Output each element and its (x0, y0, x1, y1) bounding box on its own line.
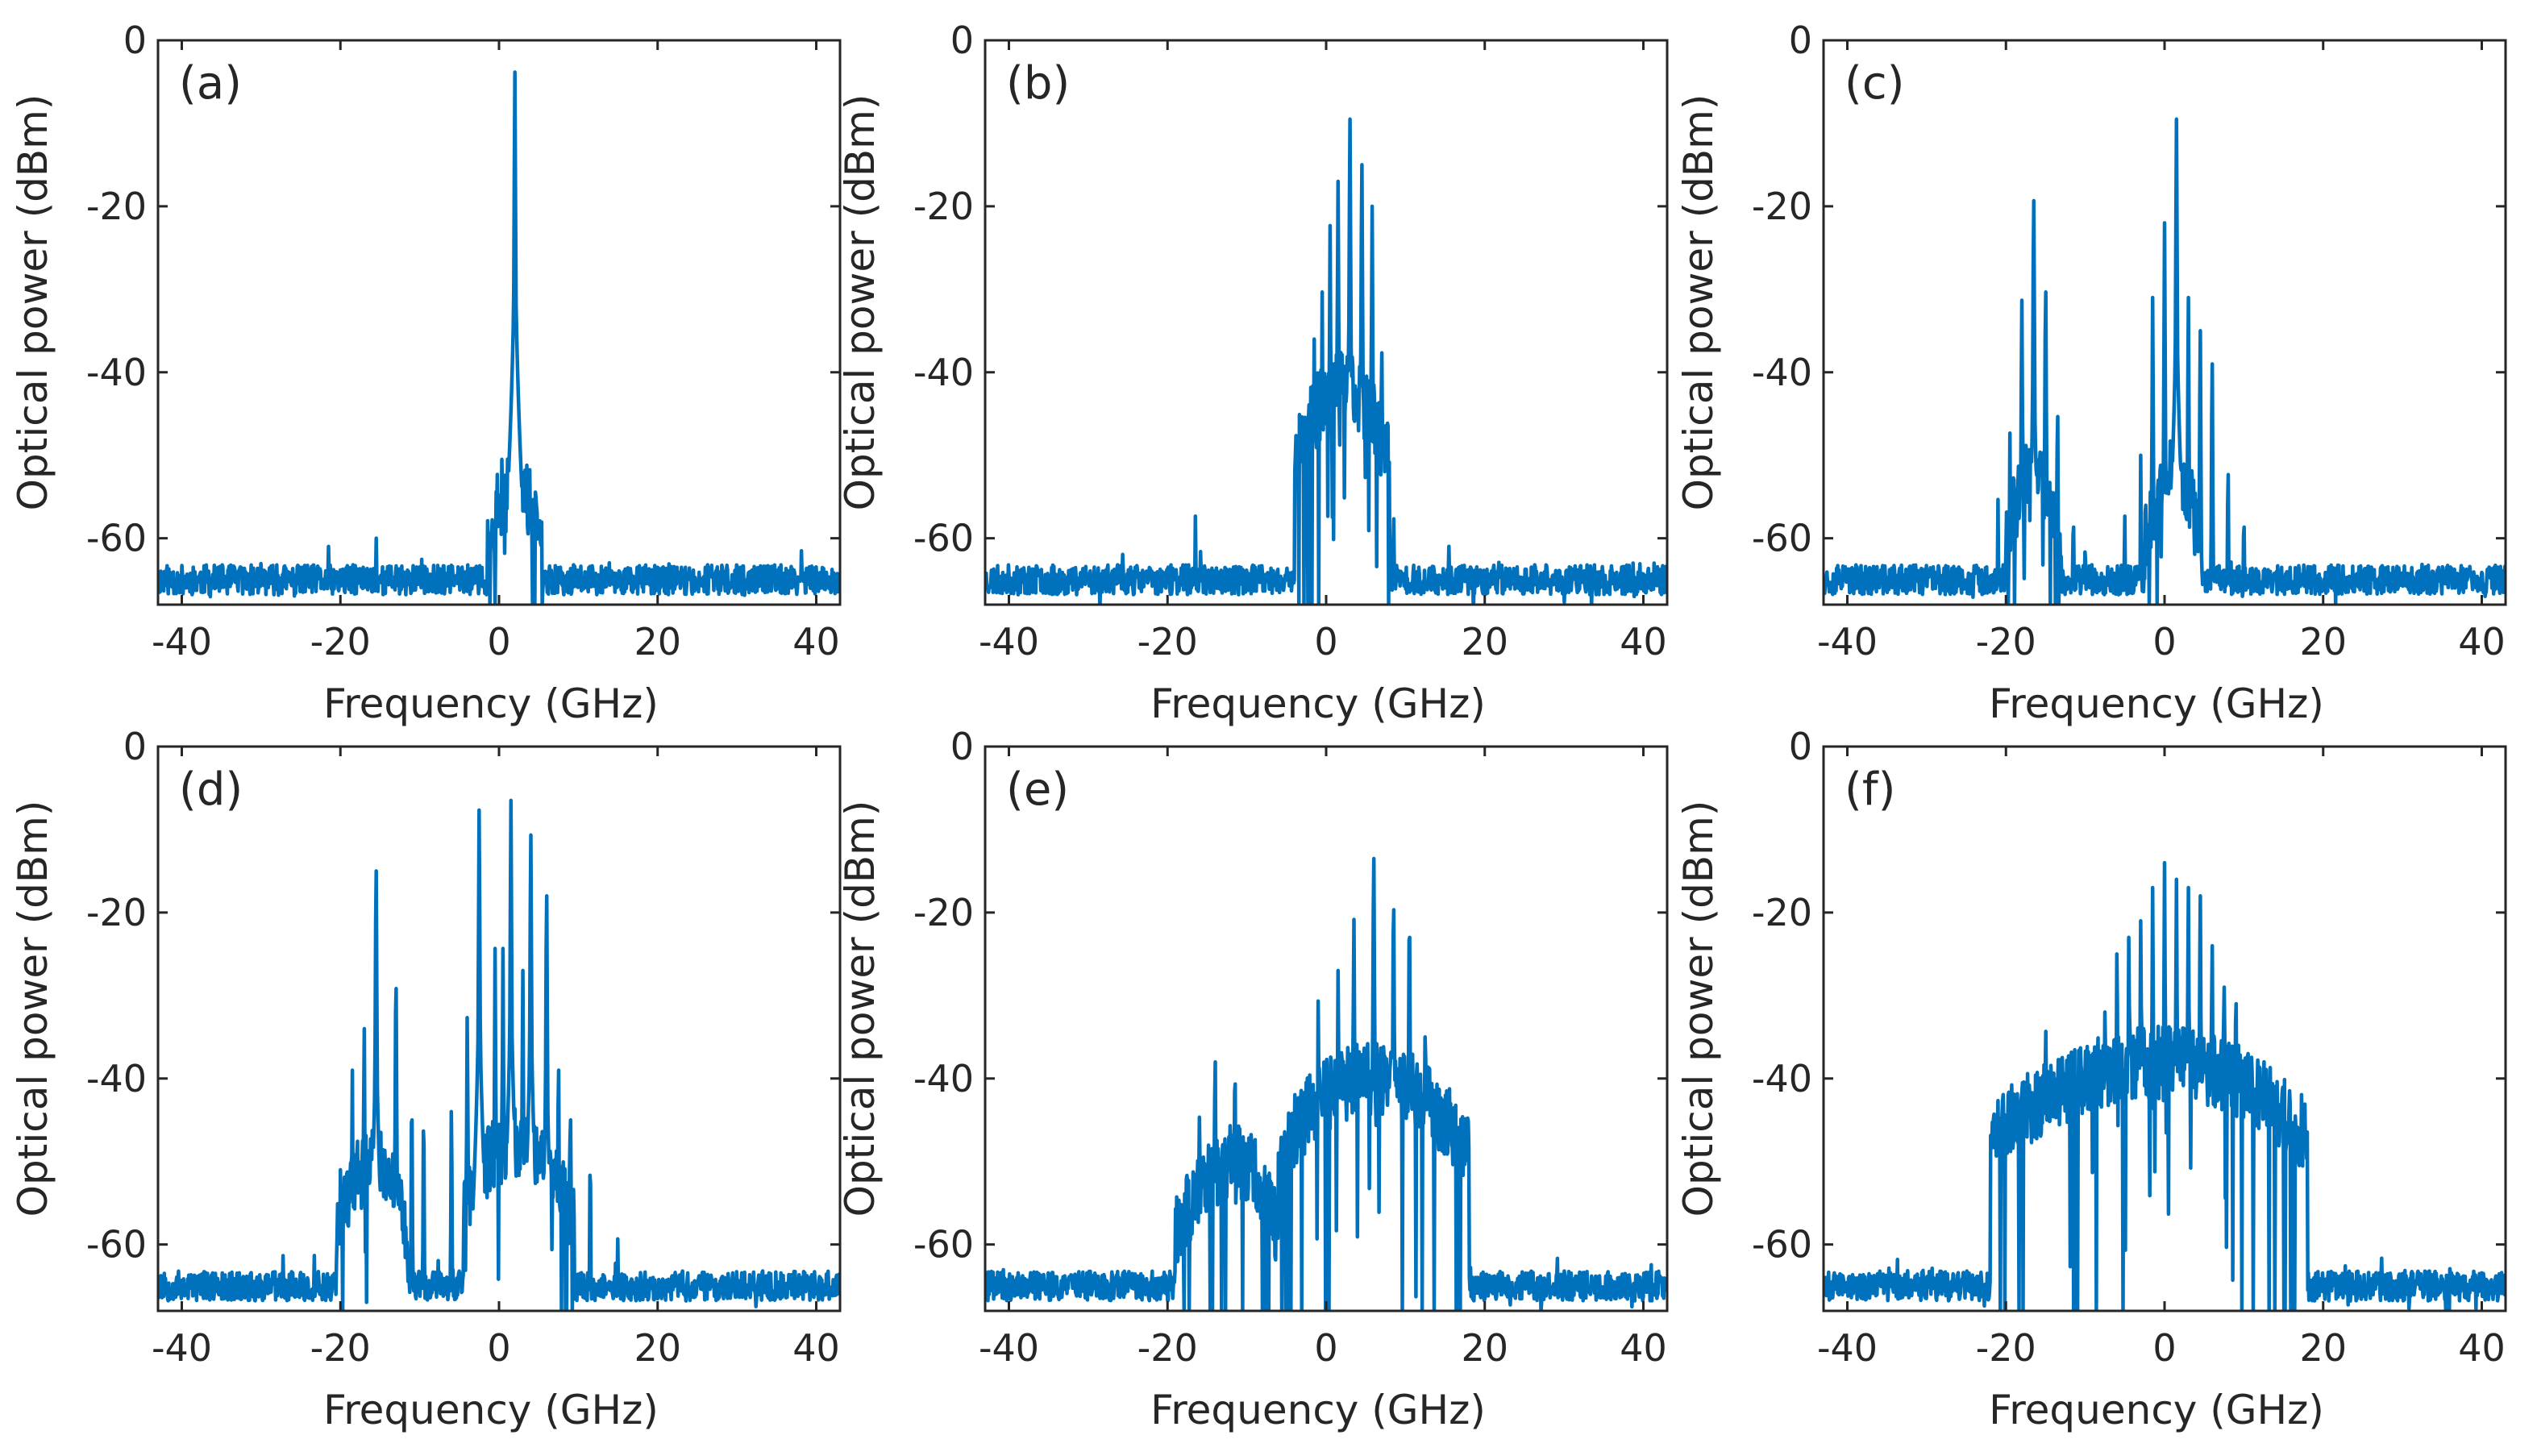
panel-label: (c) (1845, 57, 1904, 110)
x-tick-label: -40 (152, 1326, 212, 1370)
x-tick-label: 20 (634, 1326, 681, 1370)
panel-label: (a) (179, 57, 242, 110)
y-tick-label: 0 (1789, 19, 1812, 62)
x-tick-label: -20 (1137, 1326, 1198, 1370)
y-tick-label: -20 (86, 185, 147, 228)
x-tick-label: -40 (979, 1326, 1039, 1370)
y-tick-label: 0 (950, 725, 974, 768)
chart-panel-e: -40 -20 0 20 40 0 -20 -40 -60 Frequency (GHz) Opti… (837, 725, 1669, 1433)
y-tick-label: 0 (123, 19, 147, 62)
x-tick-label: 20 (2299, 620, 2347, 664)
x-tick-label: 0 (487, 1326, 510, 1370)
x-tick-label: 40 (792, 1326, 840, 1370)
y-tick-label: -60 (913, 517, 974, 560)
x-tick-label: -40 (979, 620, 1039, 664)
chart-panel-d: -40 -20 0 20 40 0 -20 -40 -60 Frequency (GHz) Opti… (10, 725, 842, 1433)
x-axis-label: Frequency (GHz) (1150, 1387, 1486, 1433)
y-axis-label: Optical power (dBm) (1675, 94, 1722, 511)
x-tick-label: 40 (2458, 620, 2506, 664)
spectrum-trace (158, 798, 840, 1311)
x-axis-label: Frequency (GHz) (1989, 1387, 2324, 1433)
spectrum-trace (985, 117, 1667, 605)
x-tick-label: 40 (1620, 1326, 1667, 1370)
x-tick-label: 20 (634, 620, 681, 664)
panel-label: (d) (179, 763, 243, 816)
y-axis-label: Optical power (dBm) (837, 801, 884, 1217)
y-tick-label: -60 (86, 517, 147, 560)
x-tick-label: -40 (1817, 620, 1878, 664)
y-tick-label: -40 (86, 1057, 147, 1100)
spectrum-trace (985, 856, 1667, 1311)
x-tick-label: 20 (1461, 1326, 1508, 1370)
y-tick-label: -20 (913, 185, 974, 228)
y-tick-label: -40 (86, 351, 147, 394)
spectrum-trace (1824, 860, 2506, 1311)
x-tick-label: 0 (487, 620, 510, 664)
panel-label: (b) (1006, 57, 1070, 110)
x-tick-label: -40 (152, 620, 212, 664)
y-axis-label: Optical power (dBm) (10, 94, 56, 511)
y-tick-label: -60 (1752, 1223, 1812, 1267)
y-axis-label: Optical power (dBm) (837, 94, 884, 511)
y-tick-label: 0 (1789, 725, 1812, 768)
y-tick-label: -20 (1752, 891, 1812, 934)
y-tick-label: -20 (86, 891, 147, 934)
y-tick-label: 0 (123, 725, 147, 768)
x-axis-label: Frequency (GHz) (1150, 680, 1486, 727)
x-tick-label: -20 (310, 1326, 371, 1370)
y-tick-label: -40 (913, 351, 974, 394)
x-tick-label: -40 (1817, 1326, 1878, 1370)
x-tick-label: -20 (1137, 620, 1198, 664)
x-tick-label: -20 (310, 620, 371, 664)
x-axis-label: Frequency (GHz) (1989, 680, 2324, 727)
x-axis-label: Frequency (GHz) (323, 680, 659, 727)
panel-label: (e) (1006, 763, 1069, 816)
x-tick-label: 40 (2458, 1326, 2506, 1370)
y-axis-label: Optical power (dBm) (1675, 801, 1722, 1217)
chart-panel-f: -40 -20 0 20 40 0 -20 -40 -60 Frequency (GHz) Opti… (1675, 725, 2507, 1433)
x-tick-label: 40 (1620, 620, 1667, 664)
spectrum-trace (158, 70, 840, 605)
y-tick-label: -60 (1752, 517, 1812, 560)
x-axis-label: Frequency (GHz) (323, 1387, 659, 1433)
y-tick-label: -40 (913, 1057, 974, 1100)
x-tick-label: 0 (1314, 1326, 1337, 1370)
x-tick-label: 20 (2299, 1326, 2347, 1370)
x-tick-label: -20 (1976, 1326, 2036, 1370)
y-tick-label: -40 (1752, 1057, 1812, 1100)
x-tick-label: -20 (1976, 620, 2036, 664)
x-tick-label: 20 (1461, 620, 1508, 664)
x-tick-label: 0 (1314, 620, 1337, 664)
panel-label: (f) (1845, 763, 1895, 816)
y-tick-label: 0 (950, 19, 974, 62)
y-tick-label: -60 (913, 1223, 974, 1267)
y-tick-label: -20 (913, 891, 974, 934)
x-tick-label: 0 (2152, 620, 2176, 664)
chart-panel-c: -40 -20 0 20 40 0 -20 -40 -60 Frequency (GHz) Opti… (1675, 19, 2507, 727)
y-tick-label: -60 (86, 1223, 147, 1267)
x-tick-label: 0 (2152, 1326, 2176, 1370)
y-tick-label: -20 (1752, 185, 1812, 228)
x-tick-label: 40 (792, 620, 840, 664)
spectrum-trace (1824, 117, 2506, 605)
y-tick-label: -40 (1752, 351, 1812, 394)
chart-panel-a: -40 -20 0 20 40 0 -20 -40 -60 Frequency (GHz) Opti… (10, 19, 842, 727)
y-axis-label: Optical power (dBm) (10, 801, 56, 1217)
chart-panel-b: -40 -20 0 20 40 0 -20 -40 -60 Frequency (GHz) Opti… (837, 19, 1669, 727)
